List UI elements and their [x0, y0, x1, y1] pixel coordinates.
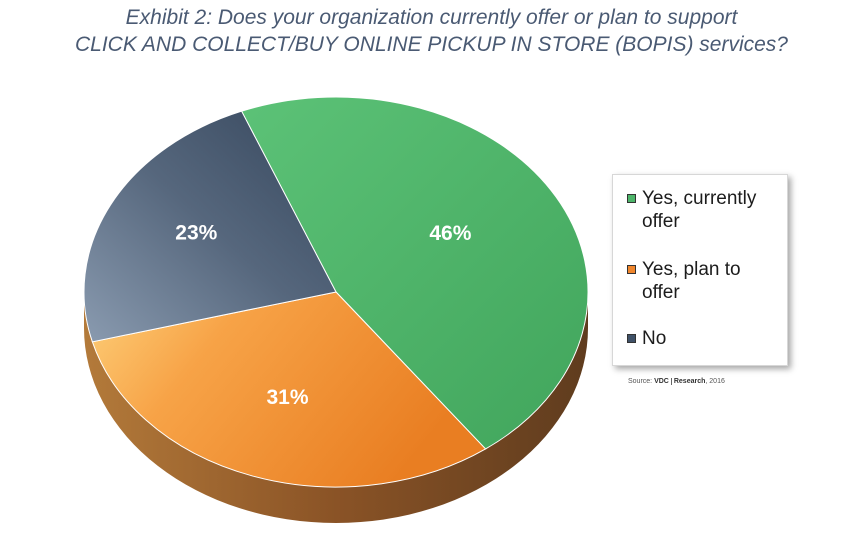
pie-side [84, 292, 588, 523]
legend-swatch-green [627, 194, 636, 203]
pie-data-label: 46% [429, 222, 471, 245]
chart-title: Exhibit 2: Does your organization curren… [0, 4, 863, 58]
legend-label: No [642, 328, 667, 349]
source-prefix: Source: [628, 378, 653, 385]
pie-slice-no [83, 110, 337, 343]
pie-slices [83, 96, 589, 488]
source-credit: Source: VDC Research, 2016 [628, 378, 725, 385]
legend-item-yes-currently-offer: Yes, currently offer [627, 187, 772, 233]
source-brand-a: VDC [654, 378, 669, 385]
source-brand-b: Research [673, 378, 706, 385]
legend-swatch-orange [627, 265, 636, 274]
source-separator [670, 378, 672, 385]
legend-item-no: No [627, 327, 772, 350]
source-year: , 2016 [705, 378, 725, 385]
legend-label: Yes, plan to offer [642, 259, 741, 303]
pie-labels: 46% 31% 23% [175, 221, 471, 409]
pie-slice-yes-currently-offer [240, 96, 589, 450]
chart-title-line-2: CLICK AND COLLECT/BUY ONLINE PICKUP IN S… [74, 33, 788, 56]
legend-swatch-navy [627, 334, 636, 343]
chart-title-line-1: Exhibit 2: Does your organization curren… [125, 6, 738, 29]
pie-data-label: 23% [175, 221, 217, 244]
legend-item-yes-plan-to-offer: Yes, plan to offer [627, 258, 772, 304]
pie-slice-yes-plan-to-offer [91, 291, 487, 488]
pie-data-label: 31% [266, 386, 308, 409]
legend: Yes, currently offer Yes, plan to offer … [612, 174, 788, 366]
pie-depth-edge [84, 292, 588, 523]
legend-label: Yes, currently offer [642, 188, 757, 232]
